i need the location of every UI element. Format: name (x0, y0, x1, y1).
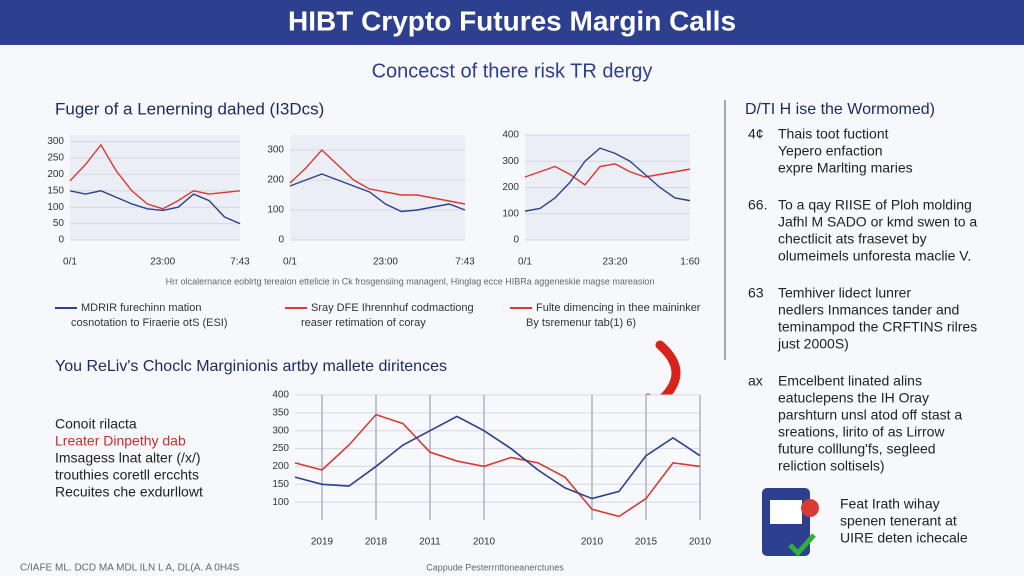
x-tick-label: 2010 (689, 537, 712, 548)
series-line (294, 413, 701, 518)
y-tick-label: 200 (267, 175, 284, 186)
item-number: 66. (748, 197, 767, 213)
y-tick-label: 250 (272, 443, 289, 454)
x-tick-label: 2018 (365, 537, 388, 548)
section-heading: Fuger of a Lenerning dahed (I3Dcs) (55, 99, 324, 118)
badge-text: spenen tenerant at (840, 513, 957, 529)
body-text: Imsagess lnat alter (/x/) (55, 450, 201, 466)
section-heading: You ReLiv's Choclc Marginionis artby mal… (55, 358, 447, 375)
item-text: sreations, lirito of as Lirrow (778, 424, 945, 440)
series-line (524, 163, 691, 186)
item-text: Yepero enfaction (778, 143, 883, 159)
y-tick-label: 50 (53, 218, 65, 229)
x-tick-label: 23:00 (150, 257, 175, 268)
x-tick-label: 2010 (473, 537, 496, 548)
x-tick-label: 0/1 (518, 257, 532, 268)
x-tick-label: 2011 (419, 537, 441, 548)
legend-label: Fulte dimencing in thee maininker (536, 302, 701, 314)
legend-label: By tsremenur tab(1) 6) (526, 317, 636, 329)
x-tick-label: 0/1 (283, 257, 297, 268)
series-line (69, 190, 241, 225)
y-tick-label: 0 (58, 235, 64, 246)
item-text: Temhiver lidect lunrer (778, 285, 911, 301)
legend-label: cosnotation to Firaerie otS (ESI) (71, 317, 228, 329)
legend-label: MDRIR furechinn mation (81, 302, 201, 314)
item-number: ax (748, 373, 763, 389)
chart-note: Cappude Pesterrnttoneanerctunes (426, 562, 564, 572)
header-bar (0, 0, 1024, 45)
item-text: nedlers Inmances tander and (778, 302, 959, 318)
subtitle: Concecst of there risk TR dergy (372, 60, 653, 82)
item-text: parshturn unsl atod off stast a (778, 407, 962, 423)
body-text: Lreater Dinpethy dab (55, 433, 186, 449)
panel-heading: D/TI H ise the Wormomed) (745, 101, 935, 118)
series-line (69, 143, 241, 210)
y-tick-label: 350 (272, 407, 289, 418)
badge-text: UIRE deten ichecale (840, 530, 968, 546)
plot-area (290, 135, 465, 240)
y-tick-label: 0 (278, 235, 284, 246)
item-number: 4¢ (748, 126, 764, 142)
body-text: trouthies coretll ercchts (55, 467, 199, 483)
badge-icon (801, 499, 819, 517)
badge-text: Feat Irath wihay (840, 496, 940, 512)
y-tick-label: 300 (267, 145, 284, 156)
x-tick-label: 2010 (581, 537, 604, 548)
x-tick-label: 23:00 (373, 257, 398, 268)
y-tick-label: 400 (272, 390, 289, 401)
badge-check (788, 533, 816, 557)
item-text: teminampod the CRFTINS rilres (778, 319, 977, 335)
series-line (524, 147, 691, 212)
y-tick-label: 300 (502, 156, 519, 167)
y-tick-label: 100 (272, 497, 289, 508)
y-tick-label: 250 (47, 153, 64, 164)
item-text: To a qay RIISE of Ploh molding (778, 197, 972, 213)
x-tick-label: 7:43 (455, 257, 475, 268)
y-tick-label: 100 (47, 202, 64, 213)
item-text: eatuclepens the IH Oray (778, 390, 929, 406)
y-tick-label: 200 (502, 182, 519, 193)
y-tick-label: 100 (502, 208, 519, 219)
y-tick-label: 300 (272, 425, 289, 436)
item-text: Thais toot fuctiont (778, 126, 889, 142)
item-text: future colllung'fs, segleed (778, 441, 936, 457)
x-tick-label: 1:60 (680, 257, 700, 268)
x-tick-label: 2019 (311, 537, 334, 548)
legend-label: Sray DFE Ihrennhuf codmactiong (311, 302, 474, 314)
y-tick-label: 150 (47, 185, 64, 196)
y-tick-label: 400 (502, 130, 519, 141)
y-tick-label: 300 (47, 136, 64, 147)
x-tick-label: 2015 (635, 537, 658, 548)
series-line (294, 415, 701, 500)
plot-area (70, 135, 240, 240)
x-tick-label: 7:43 (230, 257, 250, 268)
caption: Hrr olcalernance eoblrtg tereaion etteli… (166, 276, 655, 286)
plot-area (295, 395, 700, 520)
y-tick-label: 150 (272, 479, 289, 490)
y-tick-label: 0 (513, 235, 519, 246)
body-text: Recuites che exdurllowt (55, 484, 203, 500)
y-tick-label: 200 (272, 461, 289, 472)
item-text: expre Marlting maries (778, 160, 913, 176)
item-text: Jafhl M SADO or kmd swen to a (778, 214, 977, 230)
series-line (289, 148, 466, 205)
y-tick-label: 200 (47, 169, 64, 180)
item-text: chectlicit ats frasevet by (778, 231, 927, 247)
badge-icon (770, 500, 802, 524)
y-tick-label: 100 (267, 205, 284, 216)
item-text: just 2000S) (777, 336, 849, 352)
series-line (289, 173, 466, 213)
x-tick-label: 23:20 (602, 257, 627, 268)
item-number: 63 (748, 285, 764, 301)
item-text: olumeimels unforesta maclie V. (778, 248, 971, 264)
legend-label: reaser retimation of coray (301, 317, 426, 329)
body-text: Conoit rilacta (55, 416, 137, 432)
title: HIBT Crypto Futures Margin Calls (288, 5, 736, 36)
item-text: Emcelbent linated alins (778, 373, 922, 389)
item-text: reliction soltisels) (778, 458, 885, 474)
footnote: C/IAFE ML. DCD MA MDL ILN L A, DL(A. A 0… (20, 563, 240, 574)
x-tick-label: 0/1 (63, 257, 77, 268)
